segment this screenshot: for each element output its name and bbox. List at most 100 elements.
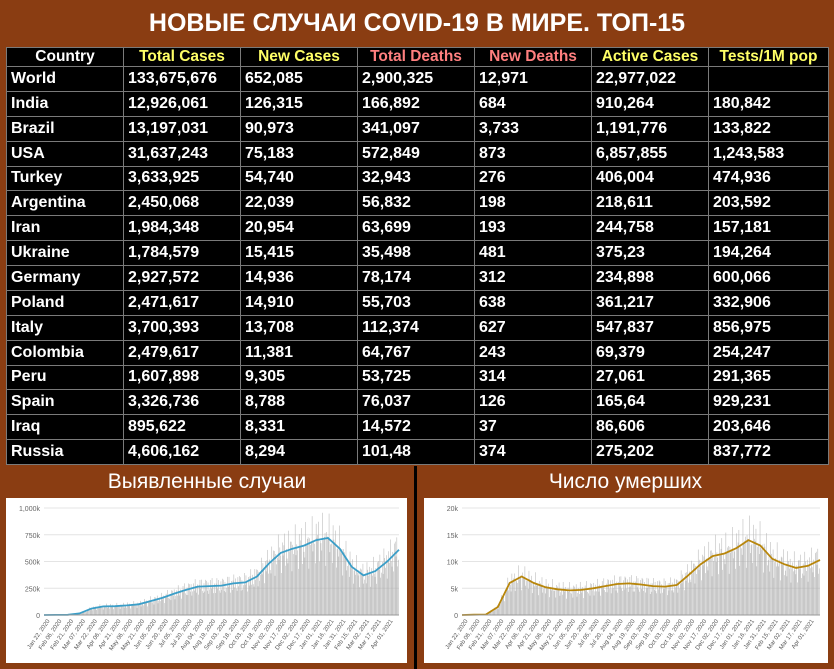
- bar: [220, 581, 222, 615]
- bar: [732, 526, 733, 615]
- bar: [645, 588, 647, 615]
- bar: [601, 585, 602, 615]
- cell-total-cases: 2,927,572: [123, 265, 241, 291]
- bar: [368, 575, 369, 615]
- bar: [261, 557, 262, 615]
- bar: [488, 612, 490, 615]
- bar: [793, 551, 795, 615]
- cell-total-cases: 2,479,617: [123, 339, 241, 366]
- bar: [341, 549, 343, 615]
- bar: [131, 605, 132, 615]
- bar: [86, 609, 88, 615]
- cell-active-cases: 275,202: [591, 439, 709, 465]
- bar: [286, 558, 288, 615]
- bar: [694, 583, 696, 615]
- bar: [318, 521, 319, 615]
- bar: [319, 540, 321, 615]
- bar: [604, 590, 605, 615]
- bar: [544, 593, 546, 615]
- cell-total-cases: 1,784,579: [123, 240, 241, 266]
- bar: [778, 566, 780, 615]
- bar: [366, 562, 368, 615]
- bar: [258, 571, 260, 615]
- bar: [198, 584, 200, 615]
- bar: [646, 577, 648, 615]
- bar: [635, 581, 636, 615]
- bar: [597, 585, 599, 615]
- bar: [701, 580, 702, 615]
- header-total-cases: Total Cases: [123, 47, 241, 67]
- bar: [536, 585, 538, 615]
- bar: [516, 581, 518, 615]
- bar: [309, 538, 310, 615]
- bar: [292, 544, 293, 615]
- bar: [283, 545, 285, 615]
- bar: [319, 561, 320, 615]
- bar: [528, 570, 530, 615]
- bar: [276, 564, 277, 615]
- bar: [502, 595, 504, 615]
- bar: [630, 586, 631, 615]
- bar: [650, 583, 652, 615]
- table-row: Ukraine 1,784,579 15,415 35,498 481 375,23 194…: [6, 240, 829, 266]
- bar: [304, 557, 306, 615]
- bar: [387, 561, 389, 615]
- bar: [219, 592, 221, 615]
- bar: [611, 588, 613, 615]
- cell-active-cases: 244,758: [591, 215, 709, 242]
- bar: [193, 583, 194, 615]
- bar: [388, 551, 390, 615]
- bar: [355, 574, 356, 615]
- bar: [177, 595, 178, 615]
- bar: [169, 593, 171, 615]
- bar: [666, 586, 667, 615]
- bar: [562, 581, 564, 615]
- cell-total-cases: 895,622: [123, 414, 241, 441]
- bar: [620, 576, 622, 615]
- cell-new-cases: 14,910: [240, 289, 358, 316]
- bar: [198, 594, 199, 615]
- moving-average-line: [43, 537, 400, 616]
- bar: [320, 543, 322, 615]
- bar: [512, 580, 513, 615]
- cell-active-cases: 234,898: [591, 265, 709, 291]
- bar: [84, 611, 85, 615]
- bar: [504, 601, 505, 615]
- cell-new-cases: 8,788: [240, 389, 358, 416]
- bar: [776, 542, 778, 615]
- bar: [801, 578, 802, 615]
- bar: [290, 541, 291, 615]
- bar: [291, 571, 293, 615]
- deaths-chart: 0 5k 10k 15k 20k Jan 22, 2020 Feb 06, 2020 Feb …: [424, 498, 828, 663]
- bar: [784, 575, 785, 615]
- bar: [768, 555, 770, 615]
- bar: [752, 562, 753, 615]
- bar: [120, 604, 122, 615]
- bar: [391, 566, 393, 615]
- cell-new-cases: 14,936: [240, 265, 358, 291]
- y-tick-label: 5k: [451, 586, 459, 593]
- bar: [802, 563, 804, 615]
- bar: [392, 551, 394, 615]
- bar: [382, 561, 383, 615]
- bar: [352, 559, 353, 615]
- bar: [645, 592, 646, 615]
- bar: [716, 552, 718, 615]
- bar: [711, 576, 713, 615]
- bar: [554, 588, 556, 615]
- bar: [119, 605, 120, 615]
- table-row: Turkey 3,633,925 54,740 32,943 276 406,004 474…: [6, 165, 829, 192]
- bar: [111, 605, 113, 615]
- bar: [725, 532, 727, 615]
- bar: [720, 548, 722, 615]
- bar: [767, 565, 768, 615]
- header-new-deaths: New Deaths: [474, 47, 592, 67]
- bar: [252, 584, 254, 615]
- bar: [87, 610, 89, 615]
- bar: [104, 606, 106, 615]
- bar: [729, 546, 731, 615]
- bar: [811, 547, 812, 615]
- bar: [237, 577, 239, 615]
- bar: [264, 583, 265, 615]
- bar: [775, 558, 776, 615]
